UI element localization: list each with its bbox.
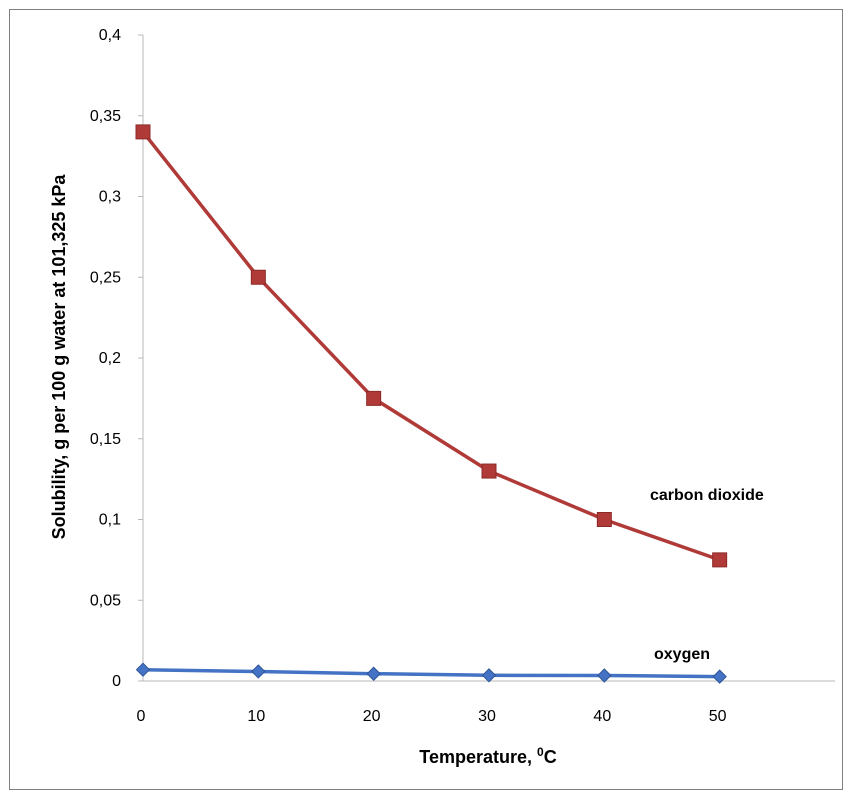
data-point-diamond	[251, 664, 266, 679]
series-label-carbon-dioxide: carbon dioxide	[650, 487, 764, 504]
y-tick-label: 0,4	[99, 27, 121, 44]
tick-labels: 0 0,05 0,1 0,15 0,2 0,25 0,3 0,35 0,4 0 10 20 30 40 50	[90, 27, 727, 725]
y-tick-label: 0,3	[99, 189, 121, 206]
x-axis-title-superscript: 0	[537, 745, 544, 759]
y-tick-label: 0,35	[90, 108, 121, 125]
y-tick-label: 0,2	[99, 350, 121, 367]
x-axis-title-unit: C	[544, 747, 557, 767]
x-tick-label: 10	[247, 708, 265, 725]
series-layer	[135, 124, 728, 684]
y-tick-label: 0,25	[90, 269, 121, 286]
x-tick-label: 40	[593, 708, 611, 725]
x-tick-label: 0	[137, 708, 146, 725]
y-tick-label: 0,15	[90, 431, 121, 448]
x-tick-label: 30	[478, 708, 496, 725]
x-axis-title: Temperature, 0C	[419, 745, 556, 767]
series-line	[142, 667, 720, 679]
data-point-diamond	[597, 668, 612, 683]
y-tick-label: 0,05	[90, 592, 121, 609]
data-point-square	[481, 463, 497, 479]
series-oxygen	[135, 662, 727, 684]
axes	[138, 34, 835, 682]
series-labels: carbon dioxide oxygen	[650, 487, 764, 663]
data-point-square	[250, 269, 266, 285]
y-axis-title: Solubility, g per 100 g water at 101,325…	[49, 174, 69, 540]
data-point-square	[135, 124, 151, 140]
series-line	[141, 130, 721, 562]
y-tick-label: 0	[112, 673, 121, 690]
data-point-diamond	[712, 669, 727, 684]
data-point-diamond	[481, 668, 497, 683]
data-point-diamond	[135, 662, 151, 677]
x-tick-label: 20	[363, 708, 381, 725]
y-tick-label: 0,1	[99, 512, 121, 529]
data-point-diamond	[366, 666, 381, 681]
series-carbon-dioxide	[135, 124, 728, 568]
x-axis-title-text: Temperature,	[419, 747, 537, 767]
data-point-square	[712, 552, 728, 568]
series-label-oxygen: oxygen	[654, 646, 710, 663]
data-point-square	[596, 512, 612, 527]
data-point-square	[366, 390, 382, 406]
x-tick-label: 50	[709, 708, 727, 725]
